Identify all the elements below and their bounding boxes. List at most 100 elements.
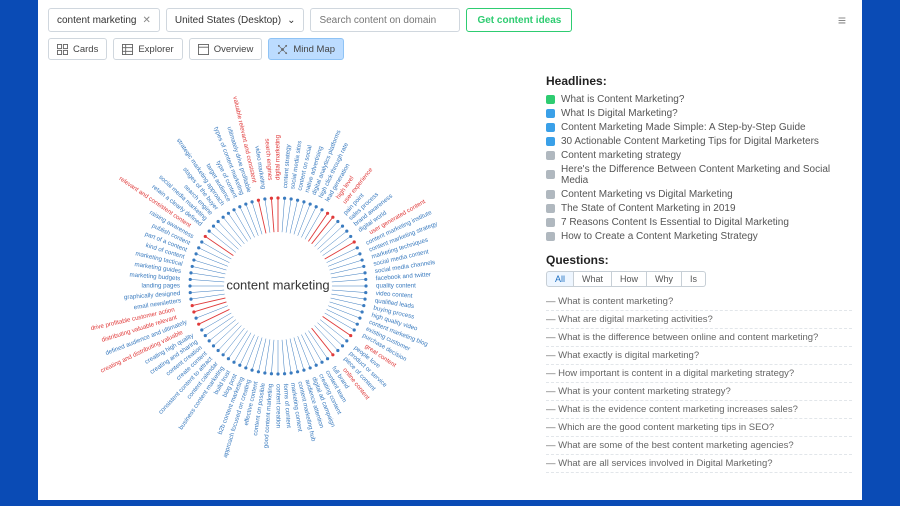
question-item[interactable]: — What exactly is digital marketing? — [546, 347, 852, 365]
question-tab-is[interactable]: Is — [682, 271, 706, 287]
keyword-pill[interactable]: content marketing ✕ — [48, 8, 160, 32]
mindmap-node[interactable] — [345, 339, 348, 342]
mindmap-node[interactable] — [189, 278, 192, 281]
mindmap-label[interactable]: digital marketing — [275, 134, 282, 180]
headline-item[interactable]: What Is Digital Marketing? — [546, 106, 852, 120]
mindmap-node[interactable] — [212, 225, 215, 228]
mindmap-node[interactable] — [197, 323, 200, 326]
mindmap-node[interactable] — [358, 317, 361, 320]
mindmap-node[interactable] — [270, 372, 273, 375]
mindmap-node[interactable] — [276, 372, 279, 375]
mindmap-node[interactable] — [200, 240, 203, 243]
question-item[interactable]: — What are digital marketing activities? — [546, 311, 852, 329]
mindmap-node[interactable] — [257, 199, 260, 202]
mindmap-node[interactable] — [341, 344, 344, 347]
question-item[interactable]: — How important is content in a digital … — [546, 365, 852, 383]
tab-cards[interactable]: Cards — [48, 38, 107, 60]
mindmap-node[interactable] — [217, 220, 220, 223]
mindmap-node[interactable] — [204, 235, 207, 238]
mindmap-node[interactable] — [232, 361, 235, 364]
mindmap-node[interactable] — [238, 364, 241, 367]
mindmap-node[interactable] — [360, 258, 363, 261]
mindmap-node[interactable] — [349, 235, 352, 238]
mindmap-node[interactable] — [302, 200, 305, 203]
question-item[interactable]: — What are all services involved in Digi… — [546, 455, 852, 473]
mindmap-node[interactable] — [238, 205, 241, 208]
mindmap-node[interactable] — [356, 246, 359, 249]
mindmap-node[interactable] — [326, 357, 329, 360]
domain-search-input[interactable] — [310, 8, 460, 32]
mindmap-node[interactable] — [364, 278, 367, 281]
mindmap-label[interactable]: quality content — [376, 283, 416, 290]
mindmap-node[interactable] — [358, 252, 361, 255]
mindmap-node[interactable] — [192, 258, 195, 261]
question-tab-what[interactable]: What — [574, 271, 612, 287]
mindmap-node[interactable] — [276, 196, 279, 199]
mindmap-node[interactable] — [356, 323, 359, 326]
mindmap-node[interactable] — [364, 284, 367, 287]
mindmap-node[interactable] — [263, 197, 266, 200]
headline-item[interactable]: 30 Actionable Content Marketing Tips for… — [546, 134, 852, 148]
mindmap-node[interactable] — [194, 252, 197, 255]
mindmap-label[interactable]: content creation — [274, 384, 281, 429]
question-item[interactable]: — What is the difference between online … — [546, 329, 852, 347]
mindmap-node[interactable] — [336, 349, 339, 352]
mindmap-node[interactable] — [363, 298, 366, 301]
mindmap-node[interactable] — [197, 246, 200, 249]
mindmap-node[interactable] — [222, 216, 225, 219]
mindmap-node[interactable] — [263, 371, 266, 374]
mindmap-node[interactable] — [244, 202, 247, 205]
mindmap-node[interactable] — [320, 208, 323, 211]
mindmap-node[interactable] — [204, 334, 207, 337]
mindmap-node[interactable] — [232, 208, 235, 211]
tab-overview[interactable]: Overview — [189, 38, 263, 60]
headline-item[interactable]: Content marketing strategy — [546, 148, 852, 162]
mindmap-node[interactable] — [349, 334, 352, 337]
mindmap-node[interactable] — [326, 212, 329, 215]
mindmap-node[interactable] — [250, 368, 253, 371]
close-icon[interactable]: ✕ — [143, 15, 151, 26]
question-item[interactable]: — What is the evidence content marketing… — [546, 401, 852, 419]
mindmap-node[interactable] — [353, 328, 356, 331]
headline-item[interactable]: The State of Content Marketing in 2019 — [546, 201, 852, 215]
headline-item[interactable]: Content Marketing vs Digital Marketing — [546, 187, 852, 201]
mindmap-node[interactable] — [302, 368, 305, 371]
mindmap-node[interactable] — [364, 291, 367, 294]
mindmap-node[interactable] — [227, 357, 230, 360]
mindmap-node[interactable] — [345, 230, 348, 233]
mindmap-node[interactable] — [331, 216, 334, 219]
mindmap-node[interactable] — [200, 328, 203, 331]
question-item[interactable]: — What are some of the best content mark… — [546, 437, 852, 455]
mindmap-node[interactable] — [336, 220, 339, 223]
mindmap-node[interactable] — [296, 199, 299, 202]
mindmap-node[interactable] — [283, 372, 286, 375]
menu-icon[interactable]: ≡ — [838, 12, 852, 28]
get-ideas-button[interactable]: Get content ideas — [466, 8, 572, 32]
mindmap-node[interactable] — [309, 202, 312, 205]
question-item[interactable]: — What is your content marketing strateg… — [546, 383, 852, 401]
mindmap-node[interactable] — [362, 265, 365, 268]
mindmap-node[interactable] — [320, 361, 323, 364]
mindmap-node[interactable] — [189, 298, 192, 301]
mindmap-node[interactable] — [309, 366, 312, 369]
mindmap-node[interactable] — [283, 197, 286, 200]
mindmap-node[interactable] — [360, 310, 363, 313]
question-tab-how[interactable]: How — [612, 271, 647, 287]
mindmap-node[interactable] — [189, 271, 192, 274]
headline-item[interactable]: 7 Reasons Content Is Essential to Digita… — [546, 215, 852, 229]
mindmap-node[interactable] — [192, 310, 195, 313]
mindmap-node[interactable] — [362, 304, 365, 307]
mindmap-node[interactable] — [189, 291, 192, 294]
question-item[interactable]: — What is content marketing? — [546, 293, 852, 311]
mindmap-node[interactable] — [353, 240, 356, 243]
question-item[interactable]: — Which are the good content marketing t… — [546, 419, 852, 437]
mindmap-node[interactable] — [296, 370, 299, 373]
mindmap-node[interactable] — [341, 225, 344, 228]
mindmap-node[interactable] — [331, 353, 334, 356]
mindmap-node[interactable] — [191, 265, 194, 268]
mindmap-node[interactable] — [250, 200, 253, 203]
mindmap-node[interactable] — [315, 364, 318, 367]
mindmap-node[interactable] — [208, 230, 211, 233]
mindmap-node[interactable] — [222, 353, 225, 356]
mindmap-node[interactable] — [244, 366, 247, 369]
